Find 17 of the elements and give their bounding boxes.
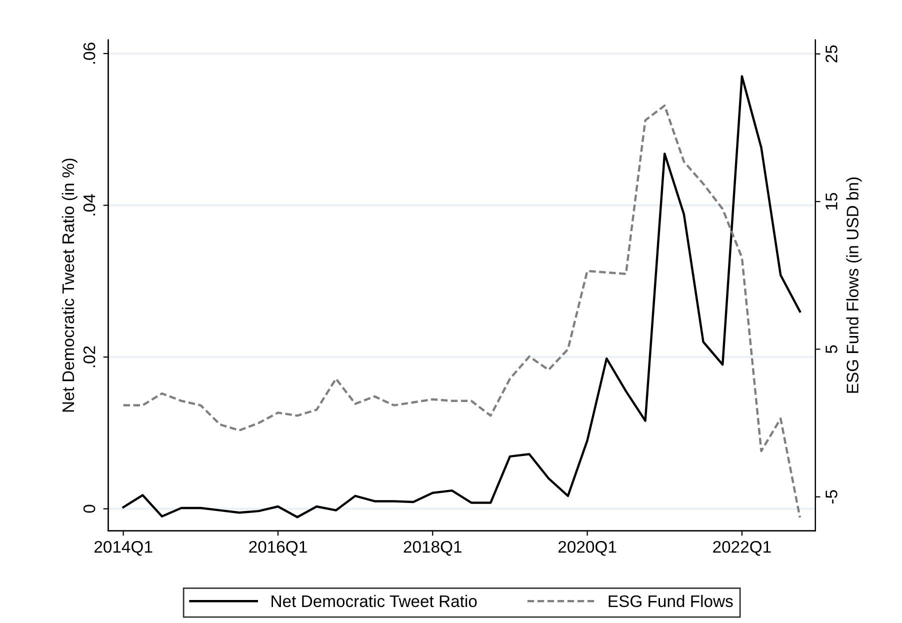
y-tick-label: .02 xyxy=(83,346,96,368)
x-tick-label: 2022Q1 xyxy=(713,540,771,556)
x-tick-label: 2020Q1 xyxy=(558,540,616,556)
y-tick-label: .04 xyxy=(83,194,96,216)
legend-label: ESG Fund Flows xyxy=(608,594,733,608)
x-tick-label: 2014Q1 xyxy=(94,540,152,556)
y-axis-title: Net Democratic Tweet Ratio (in %) xyxy=(62,158,78,412)
x-tick-label: 2016Q1 xyxy=(249,540,307,556)
y2-tick-label: -5 xyxy=(826,490,838,504)
y2-tick-label: 5 xyxy=(826,345,838,354)
y-tick-label: .06 xyxy=(83,42,96,64)
y2-axis-title: ESG Fund Flows (in USD bn) xyxy=(846,178,862,393)
y2-tick-label: 15 xyxy=(826,192,838,210)
y2-tick-label: 25 xyxy=(826,45,838,62)
y-tick-label: 0 xyxy=(83,504,96,513)
x-tick-label: 2018Q1 xyxy=(404,540,462,556)
legend-label: Net Democratic Tweet Ratio xyxy=(272,594,477,608)
